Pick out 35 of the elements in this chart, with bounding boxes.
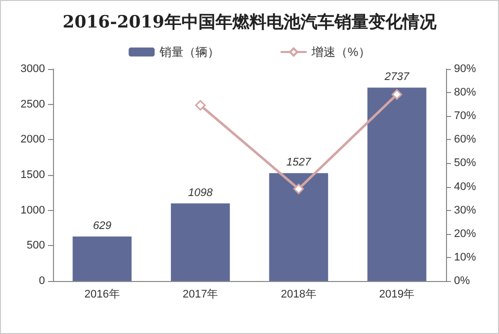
y2-tick-label: 40%: [454, 180, 476, 193]
y-tick-label: 0: [38, 275, 45, 287]
y-tick-label: 2500: [20, 98, 45, 110]
y-tick-label: 1000: [20, 204, 45, 216]
bar: [170, 203, 230, 281]
bar: [269, 173, 328, 281]
x-tick-label: 2016年: [84, 288, 120, 300]
y2-tick-label: 80%: [454, 86, 476, 99]
y2-tick-label: 70%: [454, 110, 476, 122]
y2-tick-label: 60%: [454, 134, 476, 146]
data-label: 2737: [384, 71, 410, 84]
x-tick-label: 2019年: [379, 288, 415, 300]
y2-tick-label: 50%: [454, 157, 476, 170]
point: [195, 100, 206, 111]
data-label: 1098: [188, 186, 214, 199]
y2-tick-label: 0%: [454, 275, 470, 287]
bar: [72, 236, 132, 281]
y2-tick-label: 10%: [454, 251, 476, 264]
y-tick-label: 2000: [20, 134, 45, 146]
bar: [367, 88, 426, 281]
data-label: 629: [92, 220, 112, 232]
y-tick-label: 3000: [20, 63, 45, 75]
x-tick-label: 2017年: [182, 288, 218, 300]
y2-tick-label: 90%: [454, 63, 476, 75]
y2-tick-label: 20%: [454, 228, 476, 240]
y-tick-label: 500: [26, 240, 45, 252]
legend-label: 增速（%）: [310, 45, 370, 59]
x-tick-label: 2018年: [280, 288, 316, 300]
y2-tick-label: 30%: [454, 204, 476, 216]
point: [293, 184, 304, 194]
data-label: 1527: [286, 156, 312, 169]
chart-title: 2016-2019年中国年燃料电池汽车销量变化情况: [62, 12, 438, 32]
y-tick-label: 1500: [20, 169, 45, 181]
legend-label: 销量（辆）: [158, 45, 220, 59]
point: [392, 89, 402, 100]
